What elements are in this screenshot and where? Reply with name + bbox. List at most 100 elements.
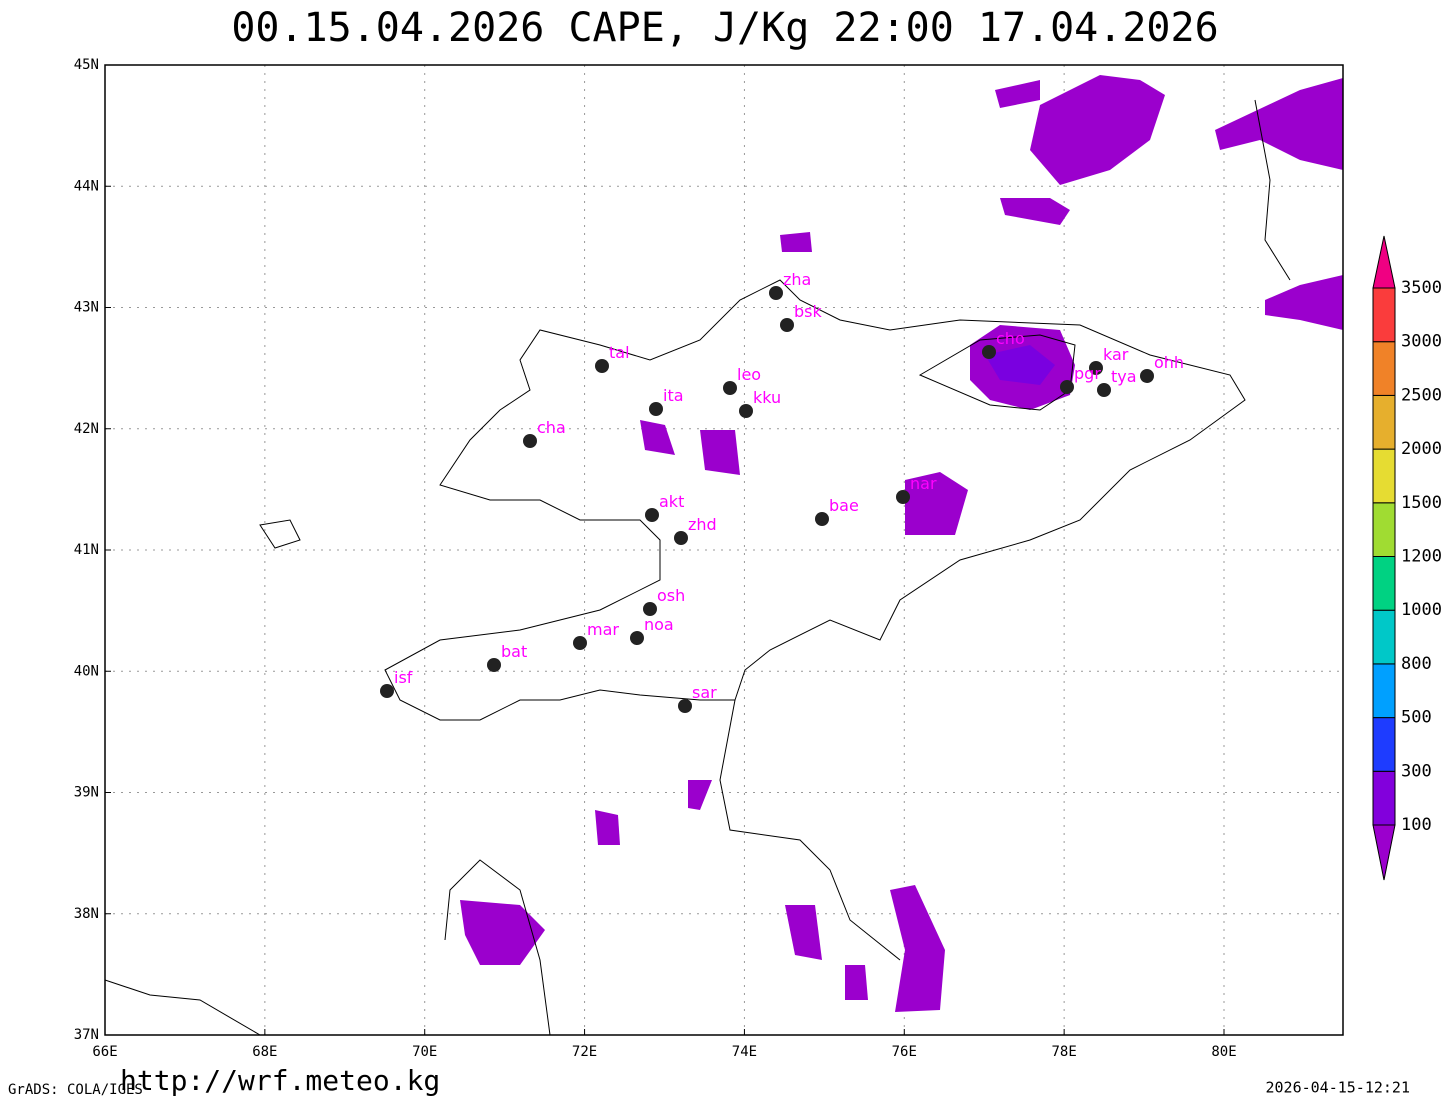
station-label: zhd <box>688 515 717 534</box>
colorbar-box <box>1372 287 1396 343</box>
station-marker <box>678 699 692 713</box>
station-marker <box>630 631 644 645</box>
station-marker <box>769 286 783 300</box>
lon-label: 76E <box>892 1044 917 1060</box>
lat-label: 45N <box>74 57 99 73</box>
station-label: mar <box>587 620 619 639</box>
colorbar-label: 100 <box>1401 815 1432 835</box>
border-line <box>1254 99 1291 281</box>
lat-label: 39N <box>74 785 99 801</box>
cape-area <box>905 472 968 535</box>
station-marker <box>595 359 609 373</box>
cape-area <box>700 430 740 475</box>
cape-area <box>785 905 822 960</box>
station-label: tya <box>1111 367 1137 386</box>
station-marker <box>982 345 996 359</box>
colorbar-label: 3000 <box>1401 332 1442 352</box>
lon-label: 68E <box>252 1044 277 1060</box>
colorbar-box <box>1372 663 1396 719</box>
footer-url: http://wrf.meteo.kg <box>120 1064 440 1097</box>
station-marker <box>674 531 688 545</box>
station-label: leo <box>737 365 761 384</box>
colorbar-box <box>1372 394 1396 450</box>
station-label: ita <box>663 386 684 405</box>
station-label: pgr <box>1074 364 1101 383</box>
station-marker <box>487 658 501 672</box>
lon-label: 78E <box>1051 1044 1076 1060</box>
station-marker <box>815 512 829 526</box>
cape-area <box>1265 275 1343 330</box>
cape-area <box>1030 75 1165 185</box>
colorbar-box <box>1372 502 1396 557</box>
station-label: cho <box>996 329 1025 348</box>
station-marker <box>643 602 657 616</box>
station-label: kku <box>753 388 781 407</box>
lat-label: 44N <box>74 178 99 194</box>
footer-timestamp: 2026-04-15-12:21 <box>1266 1079 1411 1097</box>
station-label: tal <box>609 343 630 362</box>
footer-credit: GrADS: COLA/IGES <box>8 1082 143 1098</box>
lake-outline <box>259 519 301 549</box>
station-marker <box>1140 369 1154 383</box>
border-line <box>444 859 551 1036</box>
colorbar-box <box>1372 717 1396 772</box>
colorbar-box <box>1372 556 1396 611</box>
lon-label: 74E <box>732 1044 757 1060</box>
station-label: bsk <box>794 302 822 321</box>
cape-area <box>640 420 675 455</box>
border-line <box>384 279 1246 721</box>
colorbar-box <box>1372 448 1396 504</box>
cape-area <box>460 900 545 965</box>
border-line <box>104 979 261 1036</box>
colorbar-box <box>1372 770 1396 826</box>
colorbar-box <box>1372 609 1396 665</box>
station-label: osh <box>657 586 685 605</box>
cape-area <box>995 80 1040 108</box>
cape-area <box>595 810 620 845</box>
cape-area <box>890 885 945 1012</box>
colorbar-label: 500 <box>1401 708 1432 728</box>
colorbar-under <box>1372 824 1396 881</box>
lat-label: 38N <box>74 906 99 922</box>
lake-outline <box>918 334 1076 411</box>
station-label: bae <box>829 496 859 515</box>
station-label: bat <box>501 642 527 661</box>
station-marker <box>1060 380 1074 394</box>
lat-label: 37N <box>74 1027 99 1043</box>
station-marker <box>723 381 737 395</box>
station-marker <box>780 318 794 332</box>
cape-area <box>1000 198 1070 225</box>
station-label: sar <box>692 683 717 702</box>
station-marker <box>523 434 537 448</box>
lat-label: 41N <box>74 542 99 558</box>
lon-label: 70E <box>412 1044 437 1060</box>
station-marker <box>380 684 394 698</box>
station-marker <box>645 508 659 522</box>
borders <box>104 99 1291 1036</box>
colorbar-label: 1000 <box>1401 600 1442 620</box>
colorbar-label: 1200 <box>1401 547 1442 567</box>
station-marker <box>896 490 910 504</box>
colorbar-label: 300 <box>1401 761 1432 781</box>
cape-area <box>845 965 868 1000</box>
station-label: cha <box>537 418 566 437</box>
lon-label: 72E <box>572 1044 597 1060</box>
colorbar-label: 800 <box>1401 654 1432 674</box>
station-label: kar <box>1103 345 1129 364</box>
colorbar-over <box>1372 235 1396 289</box>
station-marker <box>573 636 587 650</box>
lat-label: 40N <box>74 663 99 679</box>
graticule: 66E 68E 70E 72E 74E 76E 78E 80E 37N 38N 39N 40N 41N 4… <box>74 57 1343 1060</box>
station-label: noa <box>644 615 674 634</box>
station-label: ohh <box>1154 353 1184 372</box>
colorbar-label: 2000 <box>1401 439 1442 459</box>
station-label: akt <box>659 492 684 511</box>
border-line <box>719 699 901 961</box>
map-frame <box>104 64 1344 1036</box>
station-label: nar <box>910 474 937 493</box>
cape-area <box>1215 78 1343 170</box>
lon-label: 66E <box>92 1044 117 1060</box>
station-marker <box>739 404 753 418</box>
lon-label: 80E <box>1211 1044 1236 1060</box>
